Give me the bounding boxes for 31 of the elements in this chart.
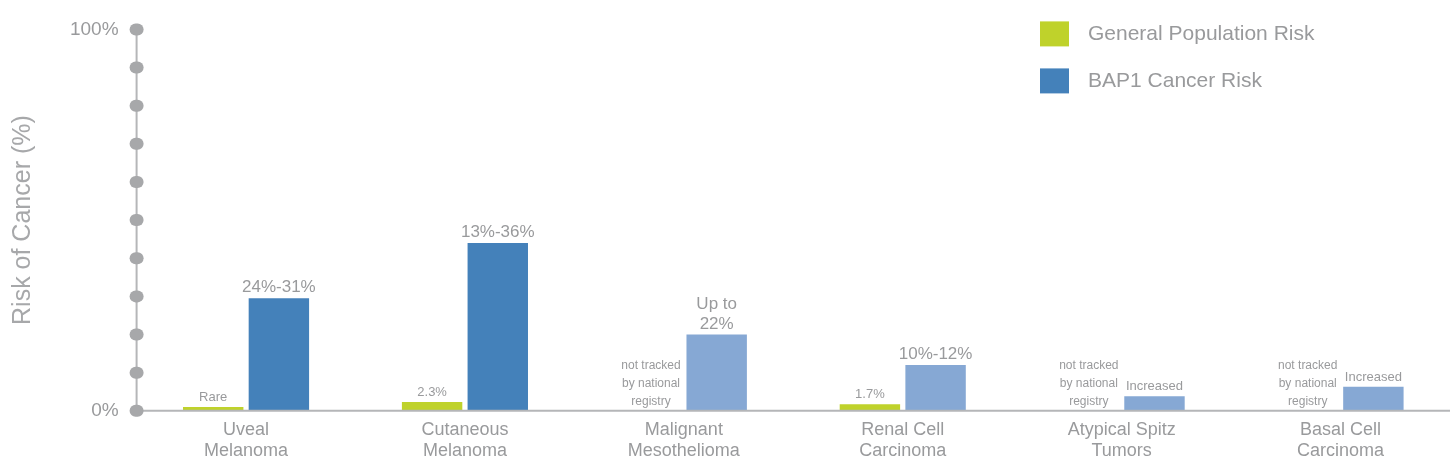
- bar: [401, 402, 463, 411]
- y-tick-label: 100%: [69, 17, 119, 39]
- bar: [467, 242, 528, 411]
- data-label: 1.7%: [855, 386, 886, 402]
- bar: [839, 404, 901, 411]
- bar: [1124, 396, 1185, 411]
- text: not tracked by national registry: [621, 357, 681, 408]
- x-tick-label: Atypical Spitz Tumors: [1067, 418, 1176, 461]
- annotation: 10%-12%: [898, 344, 973, 364]
- data-label: Increased: [1344, 368, 1402, 384]
- data-label: Increased: [1125, 378, 1184, 394]
- y-tick-label: 0%: [91, 399, 119, 421]
- text: not tracked by national registry: [1059, 357, 1119, 408]
- data-label: 2.3%: [417, 384, 448, 400]
- bar: [905, 365, 966, 411]
- annotation: 24%-31%: [242, 277, 316, 297]
- x-tick-label: Basal Cell Carcinoma: [1297, 418, 1386, 461]
- legend-label: BAP1 Cancer Risk: [1088, 68, 1263, 92]
- x-tick-label: Renal Cell Carcinoma: [859, 418, 948, 461]
- data-label: Rare: [199, 388, 228, 404]
- x-tick-label: Malignant Mesothelioma: [627, 418, 741, 461]
- text: not tracked by national registry: [1278, 357, 1338, 408]
- x-tick-label: Uveal Melanoma: [204, 418, 290, 461]
- y-axis-title: Risk of Cancer (%): [6, 115, 35, 325]
- x-tick-label: Cutaneous Melanoma: [421, 418, 509, 461]
- bar: [686, 334, 747, 411]
- legend-label: General Population Risk: [1088, 21, 1315, 45]
- data-label: Up to 22%: [696, 293, 737, 333]
- bar: [1343, 386, 1404, 411]
- annotation: 13%-36%: [460, 221, 535, 241]
- bar: [248, 298, 310, 411]
